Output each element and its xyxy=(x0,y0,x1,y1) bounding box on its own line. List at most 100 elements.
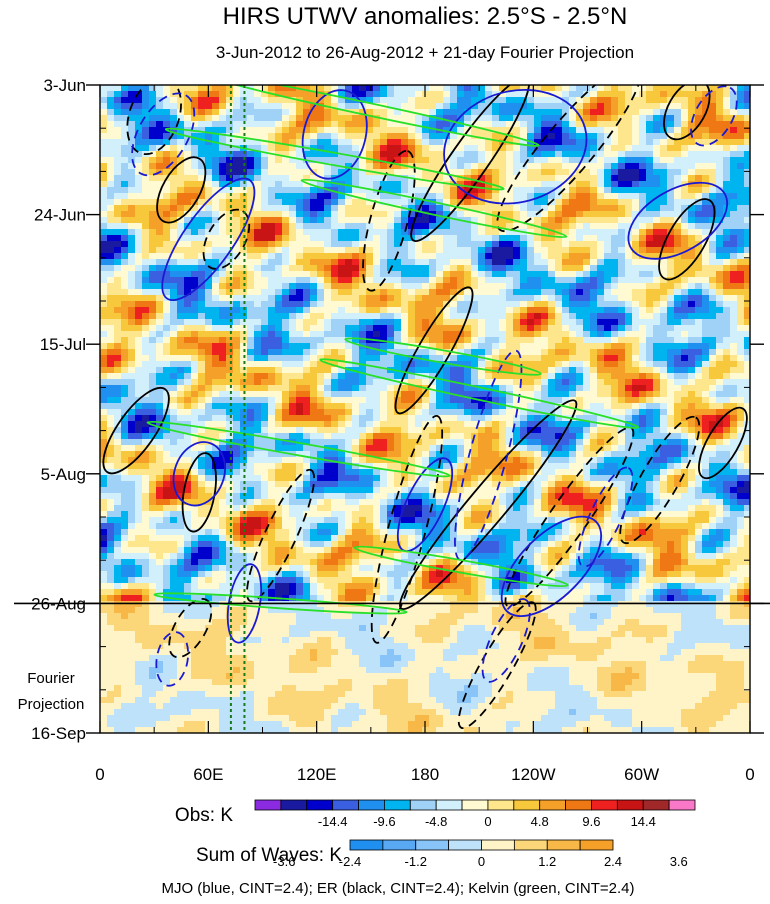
heatmap-cell xyxy=(653,217,661,224)
heatmap-cell xyxy=(611,127,619,134)
heatmap-cell xyxy=(156,301,164,308)
heatmap-cell xyxy=(471,295,479,302)
heatmap-cell xyxy=(359,253,367,260)
heatmap-cell xyxy=(310,289,318,296)
heatmap-cell xyxy=(100,265,108,272)
heatmap-cell xyxy=(275,247,283,254)
heatmap-cell xyxy=(457,187,465,194)
heatmap-cell xyxy=(310,313,318,320)
heatmap-cell xyxy=(639,337,647,344)
heatmap-cell xyxy=(352,259,360,266)
heatmap-cell xyxy=(205,307,213,314)
heatmap-cell xyxy=(597,325,605,332)
heatmap-cell xyxy=(254,295,262,302)
heatmap-cell xyxy=(170,307,178,314)
heatmap-cell xyxy=(499,319,507,326)
heatmap-cell xyxy=(464,241,472,248)
heatmap-cell xyxy=(205,277,213,284)
heatmap-cell xyxy=(247,301,255,308)
heatmap-cell xyxy=(121,145,129,152)
heatmap-cell xyxy=(632,181,640,188)
heatmap-cell xyxy=(555,187,563,194)
heatmap-cell xyxy=(408,271,416,278)
heatmap-cell xyxy=(212,235,220,242)
heatmap-cell xyxy=(114,115,122,122)
heatmap-cell xyxy=(513,265,521,272)
heatmap-cell xyxy=(226,217,234,224)
heatmap-cell xyxy=(730,385,738,392)
heatmap-cell xyxy=(443,289,451,296)
heatmap-cell xyxy=(345,235,353,242)
heatmap-cell xyxy=(408,325,416,332)
heatmap-cell xyxy=(212,175,220,182)
heatmap-cell xyxy=(198,367,206,374)
heatmap-cell xyxy=(513,241,521,248)
heatmap-cell xyxy=(135,151,143,158)
heatmap-cell xyxy=(485,229,493,236)
heatmap-cell xyxy=(128,127,136,134)
heatmap-cell xyxy=(576,163,584,170)
heatmap-cell xyxy=(422,205,430,212)
heatmap-cell xyxy=(737,355,745,362)
heatmap-cell xyxy=(499,253,507,260)
heatmap-cell xyxy=(436,223,444,230)
heatmap-cell xyxy=(534,151,542,158)
heatmap-cell xyxy=(632,379,640,386)
heatmap-cell xyxy=(338,271,346,278)
heatmap-cell xyxy=(618,157,626,164)
heatmap-cell xyxy=(604,343,612,350)
heatmap-cell xyxy=(100,379,108,386)
heatmap-cell xyxy=(380,253,388,260)
heatmap-cell xyxy=(604,85,612,92)
heatmap-cell xyxy=(191,349,199,356)
heatmap-cell xyxy=(611,217,619,224)
heatmap-cell xyxy=(555,115,563,122)
heatmap-cell xyxy=(674,121,682,128)
heatmap-cell xyxy=(492,289,500,296)
heatmap-cell xyxy=(562,145,570,152)
heatmap-cell xyxy=(156,175,164,182)
heatmap-cell xyxy=(317,367,325,374)
heatmap-cell xyxy=(100,211,108,218)
heatmap-cell xyxy=(471,241,479,248)
heatmap-cell xyxy=(331,133,339,140)
heatmap-cell xyxy=(695,157,703,164)
heatmap-cell xyxy=(653,181,661,188)
heatmap-cell xyxy=(191,103,199,110)
heatmap-cell xyxy=(100,355,108,362)
heatmap-cell xyxy=(520,247,528,254)
heatmap-cell xyxy=(254,259,262,266)
heatmap-cell xyxy=(569,91,577,98)
heatmap-cell xyxy=(513,271,521,278)
heatmap-cell xyxy=(142,337,150,344)
heatmap-cell xyxy=(380,235,388,242)
heatmap-cell xyxy=(716,241,724,248)
heatmap-cell xyxy=(702,373,710,380)
heatmap-cell xyxy=(268,241,276,248)
heatmap-cell xyxy=(247,163,255,170)
heatmap-cell xyxy=(149,373,157,380)
heatmap-cell xyxy=(268,355,276,362)
heatmap-cell xyxy=(562,109,570,116)
heatmap-cell xyxy=(604,211,612,218)
heatmap-cell xyxy=(282,295,290,302)
heatmap-cell xyxy=(317,313,325,320)
heatmap-cell xyxy=(184,295,192,302)
heatmap-cell xyxy=(450,235,458,242)
heatmap-cell xyxy=(639,367,647,374)
heatmap-cell xyxy=(275,349,283,356)
heatmap-cell xyxy=(632,319,640,326)
heatmap-cell xyxy=(562,217,570,224)
heatmap-cell xyxy=(527,379,535,386)
heatmap-cell xyxy=(289,199,297,206)
heatmap-cell xyxy=(191,313,199,320)
heatmap-cell xyxy=(660,223,668,230)
heatmap-cell xyxy=(541,229,549,236)
heatmap-cell xyxy=(408,337,416,344)
heatmap-cell xyxy=(527,193,535,200)
heatmap-cell xyxy=(394,97,402,104)
heatmap-cell xyxy=(639,151,647,158)
heatmap-cell xyxy=(338,157,346,164)
heatmap-cell xyxy=(709,217,717,224)
heatmap-cell xyxy=(219,151,227,158)
